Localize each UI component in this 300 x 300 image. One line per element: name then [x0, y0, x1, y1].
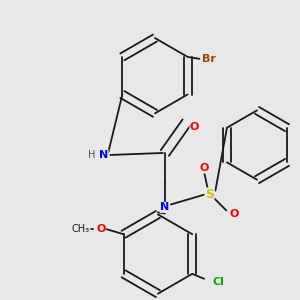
Text: CH₃: CH₃: [72, 224, 90, 234]
Text: O: O: [190, 122, 199, 132]
Text: N: N: [99, 150, 108, 160]
Text: Br: Br: [202, 54, 216, 64]
Text: S: S: [205, 188, 214, 201]
Text: O: O: [96, 224, 106, 234]
Text: O: O: [200, 163, 209, 173]
Text: N: N: [160, 202, 170, 212]
Text: Cl: Cl: [212, 277, 224, 287]
Text: H: H: [88, 150, 95, 160]
Text: O: O: [230, 209, 239, 219]
